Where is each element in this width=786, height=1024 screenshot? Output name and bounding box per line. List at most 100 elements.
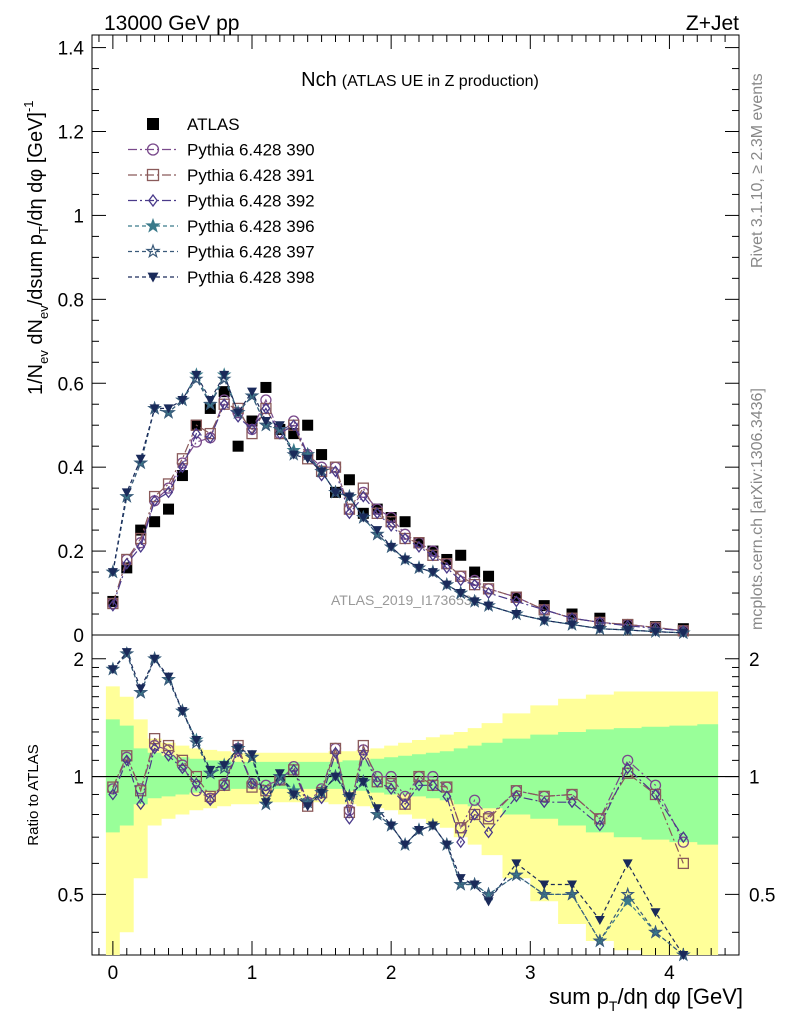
ratio-y-tick-label: 1 xyxy=(73,768,84,789)
main-point-square-open-marker xyxy=(107,597,119,610)
ratio-point-diamond-open-marker xyxy=(595,819,605,832)
main-point-triangle-down-filled-marker xyxy=(302,454,313,464)
ratio-point-square-open-marker xyxy=(329,742,342,755)
main-point-star-open-marker xyxy=(161,405,176,419)
main-title: Nch (ATLAS UE in Z production) xyxy=(301,69,539,91)
ratio-point-diamond-open-marker xyxy=(122,754,132,767)
main-point-triangle-down-filled-marker xyxy=(233,408,244,418)
ratio-point-star-open-marker xyxy=(453,876,468,891)
legend-entry: ATLAS xyxy=(147,115,240,134)
ratio-point-circle-open-marker xyxy=(427,770,439,783)
main-point-diamond-open-marker xyxy=(386,519,396,532)
ratio-series-5 xyxy=(107,648,689,960)
ratio-point-triangle-down-filled-marker xyxy=(650,908,661,918)
ratio-point-diamond-open-marker xyxy=(470,808,480,821)
main-point-diamond-open-marker xyxy=(150,494,160,507)
ratio-point-square-open-marker xyxy=(204,790,216,803)
ratio-point-square-open-marker xyxy=(107,781,119,793)
ratio-point-triangle-down-filled-marker xyxy=(441,840,452,850)
ratio-uncertainty-band-inner xyxy=(105,719,719,845)
ratio-point-triangle-down-filled-marker xyxy=(594,916,605,926)
ratio-point-diamond-open-marker xyxy=(623,762,633,775)
main-point-square-open-marker xyxy=(482,583,495,595)
legend-label: Pythia 6.428 397 xyxy=(187,243,315,262)
main-point-square-filled-marker xyxy=(288,428,300,440)
ratio-point-triangle-down-filled-marker xyxy=(247,750,258,760)
main-point-triangle-down-filled-marker xyxy=(316,467,327,477)
legend-label: Pythia 6.428 391 xyxy=(187,166,315,185)
ratio-point-star-open-marker xyxy=(370,806,385,821)
main-point-star-open-marker xyxy=(272,421,288,436)
ratio-point-diamond-open-marker xyxy=(150,742,160,755)
main-point-diamond-open-marker xyxy=(247,423,257,436)
main-point-square-filled-marker xyxy=(135,524,147,536)
ratio-point-triangle-down-filled-marker xyxy=(511,859,522,869)
main-point-triangle-down-filled-marker xyxy=(344,492,355,502)
legend-star-filled-marker xyxy=(145,217,161,233)
main-point-diamond-open-marker xyxy=(205,431,215,444)
ratio-point-diamond-open-marker xyxy=(219,779,229,792)
legend-label: Pythia 6.428 390 xyxy=(187,141,315,160)
legend-entry: Pythia 6.428 396 xyxy=(128,217,315,236)
main-point-triangle-down-filled-marker xyxy=(511,610,522,620)
main-point-triangle-down-filled-marker xyxy=(413,563,424,573)
main-y-tick-label: 0.4 xyxy=(58,458,85,479)
main-point-triangle-down-filled-marker xyxy=(135,454,146,464)
ratio-point-diamond-open-marker xyxy=(163,749,174,762)
ratio-series-line xyxy=(112,747,684,844)
ratio-point-diamond-open-marker xyxy=(678,831,688,844)
main-point-square-filled-marker xyxy=(469,566,481,578)
main-point-triangle-down-filled-marker xyxy=(386,542,397,552)
header-left: 13000 GeV pp xyxy=(104,12,239,35)
main-series-line xyxy=(112,373,684,634)
main-point-square-open-marker xyxy=(176,453,189,465)
x-tick-label: 3 xyxy=(525,963,536,984)
main-point-triangle-down-filled-marker xyxy=(469,597,480,607)
main-point-diamond-open-marker xyxy=(442,561,452,574)
main-point-square-filled-marker xyxy=(149,516,161,528)
legend-label: ATLAS xyxy=(187,115,240,134)
legend-square-open-marker xyxy=(146,168,160,182)
ratio-point-diamond-open-marker xyxy=(177,762,188,775)
ratio-point-circle-open-marker xyxy=(468,794,481,806)
main-point-triangle-down-filled-marker xyxy=(539,616,550,626)
ratio-point-triangle-down-filled-marker xyxy=(400,840,411,850)
main-point-triangle-down-filled-marker xyxy=(121,488,132,498)
main-point-square-open-marker xyxy=(357,482,369,494)
legend-triangle-down-filled-marker xyxy=(147,272,159,283)
ratio-point-square-open-marker xyxy=(482,813,495,825)
ratio-point-diamond-open-marker xyxy=(289,763,299,776)
main-point-triangle-down-filled-marker xyxy=(427,568,438,578)
legend-square-filled-marker xyxy=(147,118,159,130)
ratio-point-triangle-down-filled-marker xyxy=(135,684,146,694)
main-point-diamond-open-marker xyxy=(219,398,229,411)
ratio-point-diamond-open-marker xyxy=(372,775,382,788)
ratio-point-triangle-down-filled-marker xyxy=(149,654,160,664)
main-point-triangle-down-filled-marker xyxy=(247,387,258,397)
main-point-circle-open-marker xyxy=(260,394,272,406)
ratio-point-triangle-down-filled-marker xyxy=(163,672,174,682)
main-point-star-open-marker xyxy=(370,526,385,541)
legend-entry: Pythia 6.428 397 xyxy=(128,243,315,262)
ratio-point-triangle-down-filled-marker xyxy=(358,777,369,787)
x-tick-label: 4 xyxy=(664,963,675,984)
main-point-triangle-down-filled-marker xyxy=(678,628,689,638)
main-point-square-filled-marker xyxy=(176,470,188,482)
main-title-text: Nch xyxy=(301,69,337,91)
legend-label: Pythia 6.428 398 xyxy=(187,268,315,287)
main-point-square-open-marker xyxy=(385,516,397,528)
ratio-point-triangle-down-filled-marker xyxy=(483,897,494,907)
ratio-point-triangle-down-filled-marker xyxy=(191,736,202,746)
ratio-point-star-open-marker xyxy=(189,735,204,749)
legend-label: Pythia 6.428 396 xyxy=(187,217,315,236)
legend-entry: Pythia 6.428 390 xyxy=(128,141,315,160)
main-y-tick-label: 1.4 xyxy=(58,39,85,60)
ratio-point-triangle-down-filled-marker xyxy=(427,821,438,831)
mcplots-label: mcplots.cern.ch [arXiv:1306.3436] xyxy=(749,388,766,630)
main-title-subtext: (ATLAS UE in Z production) xyxy=(342,73,539,90)
main-point-triangle-down-filled-marker xyxy=(177,396,188,406)
ratio-point-circle-open-marker xyxy=(622,754,634,767)
ratio-point-diamond-open-marker xyxy=(205,794,215,807)
ratio-point-triangle-down-filled-marker xyxy=(372,804,383,814)
main-point-diamond-open-marker xyxy=(483,586,494,600)
